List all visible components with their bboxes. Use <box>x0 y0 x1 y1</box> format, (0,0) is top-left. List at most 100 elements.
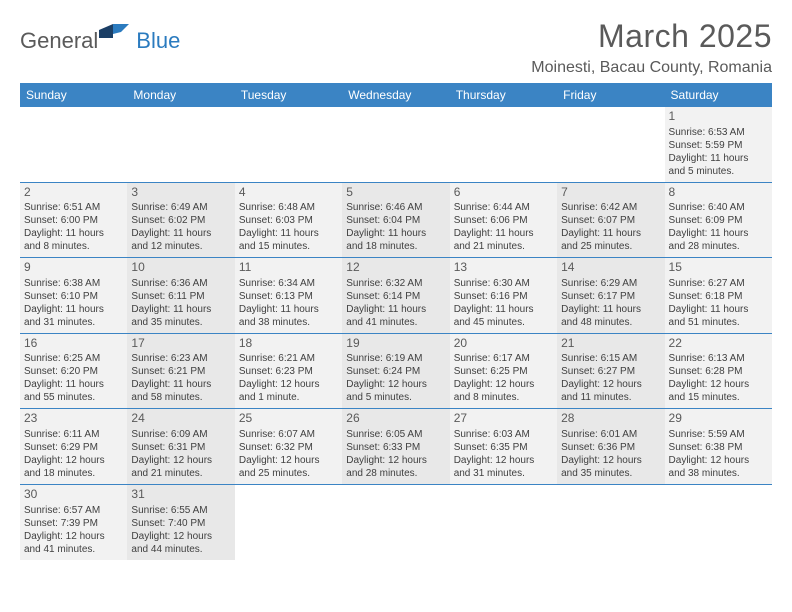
cell-ss: Sunset: 6:23 PM <box>239 365 338 378</box>
day-number: 6 <box>454 185 553 201</box>
cell-d2: and 35 minutes. <box>131 316 230 329</box>
cell-d1: Daylight: 11 hours <box>454 303 553 316</box>
calendar-cell: 24Sunrise: 6:09 AMSunset: 6:31 PMDayligh… <box>127 409 234 485</box>
cell-sr: Sunrise: 6:01 AM <box>561 428 660 441</box>
calendar-cell <box>342 107 449 182</box>
day-number: 16 <box>24 336 123 352</box>
cell-sr: Sunrise: 6:09 AM <box>131 428 230 441</box>
calendar-cell: 2Sunrise: 6:51 AMSunset: 6:00 PMDaylight… <box>20 182 127 258</box>
cell-ss: Sunset: 6:20 PM <box>24 365 123 378</box>
cell-sr: Sunrise: 6:42 AM <box>561 201 660 214</box>
cell-ss: Sunset: 6:10 PM <box>24 290 123 303</box>
cell-sr: Sunrise: 6:36 AM <box>131 277 230 290</box>
calendar-cell: 14Sunrise: 6:29 AMSunset: 6:17 PMDayligh… <box>557 258 664 334</box>
weekday-header: Wednesday <box>342 83 449 107</box>
cell-d1: Daylight: 12 hours <box>346 454 445 467</box>
day-number: 12 <box>346 260 445 276</box>
cell-d1: Daylight: 12 hours <box>669 378 768 391</box>
cell-ss: Sunset: 6:18 PM <box>669 290 768 303</box>
calendar-cell: 28Sunrise: 6:01 AMSunset: 6:36 PMDayligh… <box>557 409 664 485</box>
cell-d1: Daylight: 12 hours <box>24 454 123 467</box>
day-number: 20 <box>454 336 553 352</box>
cell-sr: Sunrise: 6:29 AM <box>561 277 660 290</box>
cell-d1: Daylight: 12 hours <box>669 454 768 467</box>
cell-ss: Sunset: 6:24 PM <box>346 365 445 378</box>
cell-d2: and 38 minutes. <box>669 467 768 480</box>
cell-ss: Sunset: 6:28 PM <box>669 365 768 378</box>
calendar-cell: 10Sunrise: 6:36 AMSunset: 6:11 PMDayligh… <box>127 258 234 334</box>
cell-d2: and 44 minutes. <box>131 543 230 556</box>
calendar-cell: 23Sunrise: 6:11 AMSunset: 6:29 PMDayligh… <box>20 409 127 485</box>
calendar-cell: 20Sunrise: 6:17 AMSunset: 6:25 PMDayligh… <box>450 333 557 409</box>
cell-d2: and 58 minutes. <box>131 391 230 404</box>
calendar-cell: 25Sunrise: 6:07 AMSunset: 6:32 PMDayligh… <box>235 409 342 485</box>
cell-d2: and 31 minutes. <box>454 467 553 480</box>
day-number: 7 <box>561 185 660 201</box>
cell-d1: Daylight: 11 hours <box>669 303 768 316</box>
cell-sr: Sunrise: 6:21 AM <box>239 352 338 365</box>
cell-d2: and 35 minutes. <box>561 467 660 480</box>
calendar-cell: 13Sunrise: 6:30 AMSunset: 6:16 PMDayligh… <box>450 258 557 334</box>
cell-d1: Daylight: 12 hours <box>454 454 553 467</box>
cell-sr: Sunrise: 6:30 AM <box>454 277 553 290</box>
cell-sr: Sunrise: 6:49 AM <box>131 201 230 214</box>
cell-d1: Daylight: 12 hours <box>24 530 123 543</box>
cell-d2: and 28 minutes. <box>669 240 768 253</box>
cell-d2: and 8 minutes. <box>24 240 123 253</box>
cell-d2: and 21 minutes. <box>454 240 553 253</box>
month-title: March 2025 <box>531 18 772 55</box>
logo-text-2: Blue <box>136 28 180 54</box>
calendar-cell <box>450 107 557 182</box>
cell-d1: Daylight: 12 hours <box>239 454 338 467</box>
calendar-cell <box>665 484 772 559</box>
logo: General Blue <box>20 28 180 54</box>
flag-icon <box>99 24 133 42</box>
calendar-cell: 16Sunrise: 6:25 AMSunset: 6:20 PMDayligh… <box>20 333 127 409</box>
calendar-cell <box>235 484 342 559</box>
cell-d1: Daylight: 11 hours <box>24 227 123 240</box>
day-number: 8 <box>669 185 768 201</box>
cell-d2: and 18 minutes. <box>24 467 123 480</box>
cell-ss: Sunset: 5:59 PM <box>669 139 768 152</box>
calendar-cell: 30Sunrise: 6:57 AMSunset: 7:39 PMDayligh… <box>20 484 127 559</box>
location: Moinesti, Bacau County, Romania <box>531 59 772 77</box>
cell-sr: Sunrise: 6:46 AM <box>346 201 445 214</box>
cell-sr: Sunrise: 5:59 AM <box>669 428 768 441</box>
cell-ss: Sunset: 6:31 PM <box>131 441 230 454</box>
calendar-cell <box>127 107 234 182</box>
day-number: 1 <box>669 109 768 125</box>
weekday-header: Tuesday <box>235 83 342 107</box>
cell-d2: and 38 minutes. <box>239 316 338 329</box>
calendar-cell <box>557 484 664 559</box>
cell-d2: and 15 minutes. <box>669 391 768 404</box>
cell-d2: and 28 minutes. <box>346 467 445 480</box>
weekday-header-row: Sunday Monday Tuesday Wednesday Thursday… <box>20 83 772 107</box>
cell-sr: Sunrise: 6:11 AM <box>24 428 123 441</box>
cell-sr: Sunrise: 6:07 AM <box>239 428 338 441</box>
cell-ss: Sunset: 6:03 PM <box>239 214 338 227</box>
cell-ss: Sunset: 6:02 PM <box>131 214 230 227</box>
cell-sr: Sunrise: 6:15 AM <box>561 352 660 365</box>
day-number: 9 <box>24 260 123 276</box>
cell-ss: Sunset: 6:36 PM <box>561 441 660 454</box>
calendar-cell: 8Sunrise: 6:40 AMSunset: 6:09 PMDaylight… <box>665 182 772 258</box>
day-number: 27 <box>454 411 553 427</box>
calendar-row: 16Sunrise: 6:25 AMSunset: 6:20 PMDayligh… <box>20 333 772 409</box>
calendar-cell: 29Sunrise: 5:59 AMSunset: 6:38 PMDayligh… <box>665 409 772 485</box>
day-number: 4 <box>239 185 338 201</box>
cell-sr: Sunrise: 6:48 AM <box>239 201 338 214</box>
cell-ss: Sunset: 7:39 PM <box>24 517 123 530</box>
calendar-cell: 3Sunrise: 6:49 AMSunset: 6:02 PMDaylight… <box>127 182 234 258</box>
cell-d1: Daylight: 11 hours <box>561 303 660 316</box>
calendar-row: 9Sunrise: 6:38 AMSunset: 6:10 PMDaylight… <box>20 258 772 334</box>
cell-ss: Sunset: 6:21 PM <box>131 365 230 378</box>
weekday-header: Sunday <box>20 83 127 107</box>
day-number: 19 <box>346 336 445 352</box>
cell-d2: and 1 minute. <box>239 391 338 404</box>
calendar-cell <box>20 107 127 182</box>
title-block: March 2025 Moinesti, Bacau County, Roman… <box>531 18 772 77</box>
calendar-row: 1Sunrise: 6:53 AMSunset: 5:59 PMDaylight… <box>20 107 772 182</box>
day-number: 10 <box>131 260 230 276</box>
cell-d1: Daylight: 11 hours <box>131 378 230 391</box>
cell-d1: Daylight: 11 hours <box>561 227 660 240</box>
